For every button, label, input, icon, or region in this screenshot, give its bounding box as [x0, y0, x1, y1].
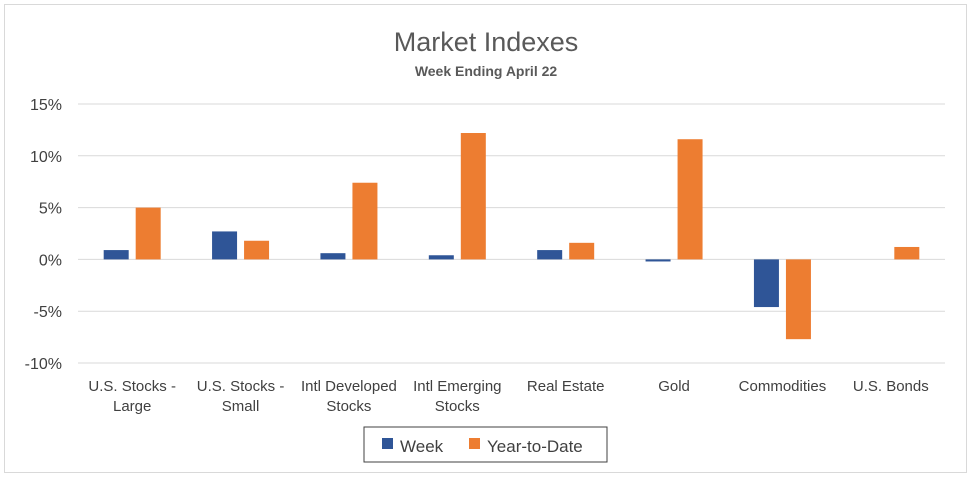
x-tick-label: U.S. Stocks -Large: [88, 378, 176, 415]
x-tick-label: Intl Developed Stocks: [301, 378, 397, 415]
gridlines: [78, 103, 945, 364]
bar-week-commodities: [753, 259, 779, 308]
chart-subtitle: Week Ending April 22: [415, 63, 558, 79]
bar-year-to-date-intl-developed-stocks: [352, 182, 378, 260]
y-axis: -10% -5% 0% 5% 10% 15%: [25, 97, 62, 373]
y-tick-label: -5%: [34, 304, 62, 321]
bar-week-real-estate: [537, 250, 563, 260]
bar-year-to-date-u-s-stocks-small: [244, 240, 270, 260]
bar-year-to-date-intl-emerging-stocks: [460, 133, 486, 260]
bar-year-to-date-u-s-stocks-large: [135, 207, 161, 260]
y-tick-label: 15%: [30, 97, 62, 114]
bar-week-u-s-stocks-large: [103, 250, 129, 260]
legend-label-week: Week: [400, 437, 444, 456]
y-tick-label: 10%: [30, 149, 62, 166]
y-tick-label: -10%: [25, 356, 62, 373]
bars: [103, 133, 920, 340]
bar-week-u-s-stocks-small: [212, 231, 238, 260]
y-tick-label: 5%: [39, 201, 62, 218]
bar-week-intl-emerging-stocks: [428, 255, 454, 260]
x-tick-label: Real Estate: [527, 378, 605, 395]
legend: Week Year-to-Date: [363, 426, 608, 463]
bar-year-to-date-u-s-bonds: [894, 246, 920, 260]
x-tick-label: U.S. Stocks -Small: [197, 378, 285, 415]
x-tick-label: U.S. Bonds: [853, 378, 929, 395]
chart-title: Market Indexes: [394, 27, 579, 57]
x-tick-label: Commodities: [739, 378, 827, 395]
legend-label-ytd: Year-to-Date: [487, 437, 583, 456]
legend-box: [363, 426, 608, 463]
bar-week-gold: [645, 259, 671, 262]
x-tick-label: Gold: [658, 378, 690, 395]
legend-swatch-ytd: [469, 438, 480, 449]
y-tick-label: 0%: [39, 252, 62, 269]
x-tick-label: Intl Emerging Stocks: [413, 378, 501, 415]
legend-swatch-week: [382, 438, 393, 449]
bar-year-to-date-commodities: [785, 259, 811, 340]
x-axis: U.S. Stocks -Large U.S. Stocks -Small Intl…: [88, 378, 928, 415]
bar-year-to-date-gold: [677, 139, 703, 260]
bar-year-to-date-real-estate: [569, 242, 595, 260]
bar-week-intl-developed-stocks: [320, 253, 346, 260]
